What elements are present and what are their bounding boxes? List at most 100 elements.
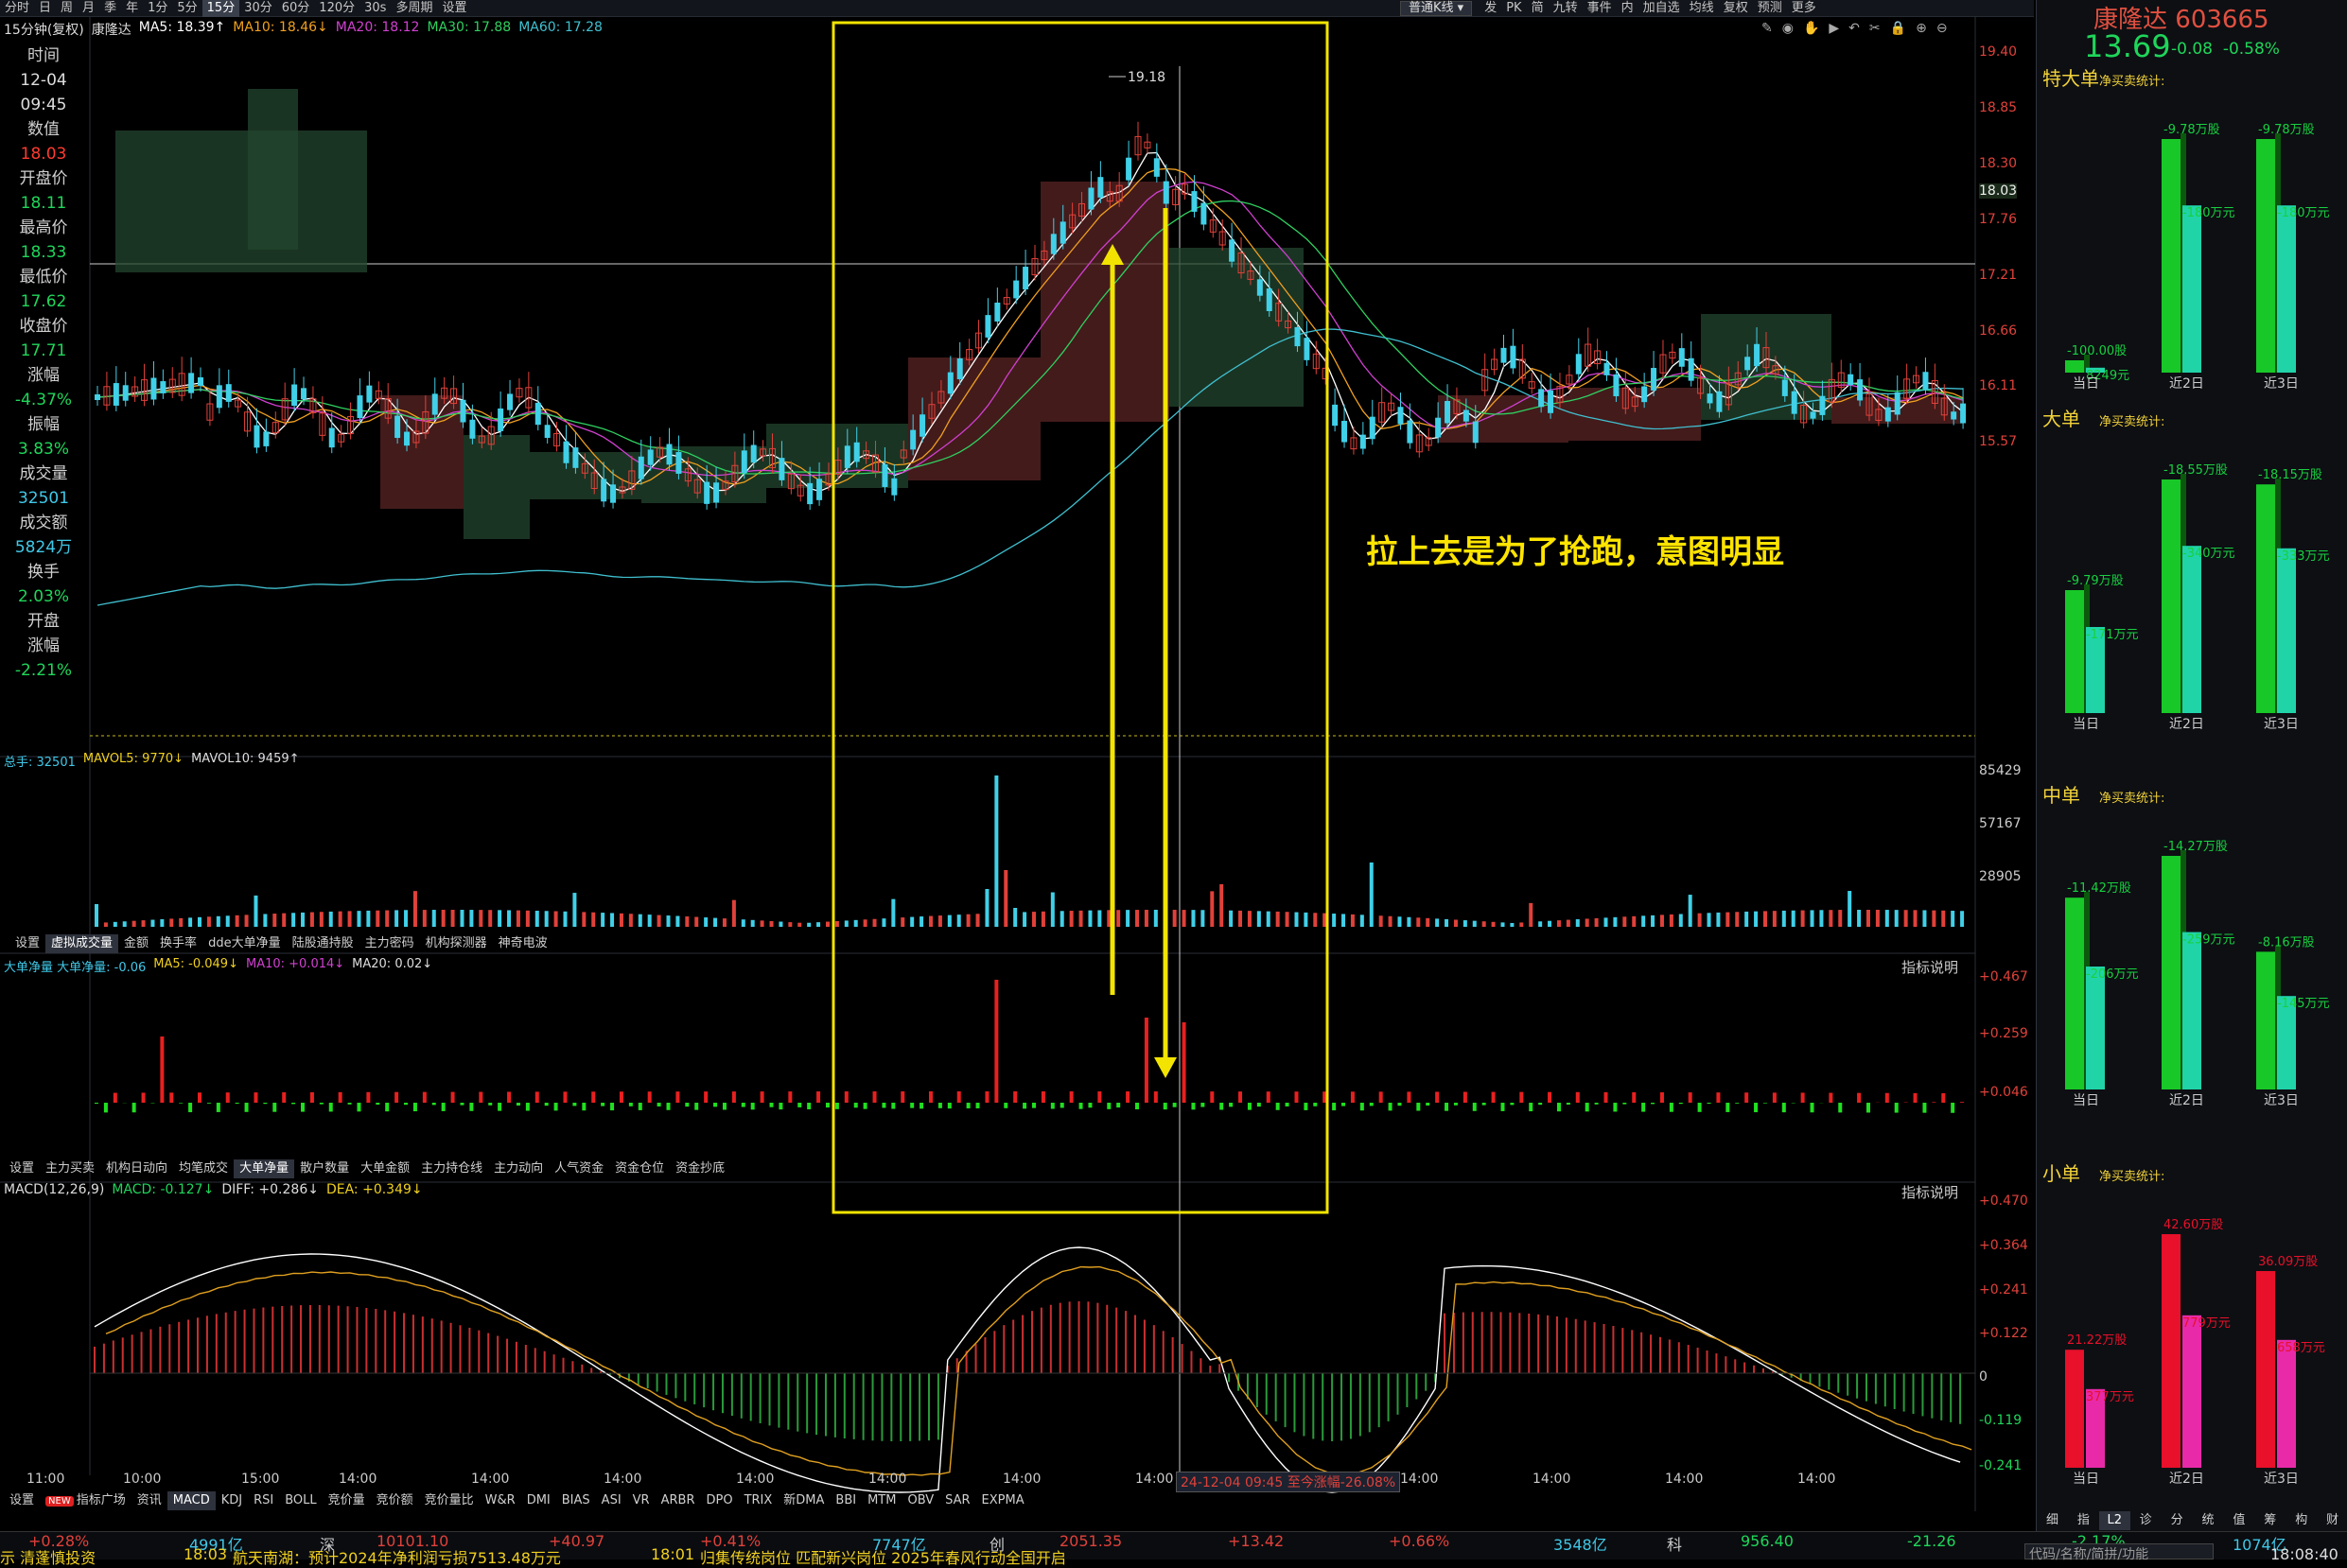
volume-bar <box>582 912 586 927</box>
macd-help-button[interactable]: 指标说明 <box>1901 1182 1958 1202</box>
macd-tab-21[interactable]: OBV <box>902 1491 939 1510</box>
macd-tab-3[interactable]: MACD <box>167 1491 216 1510</box>
macd-tab-22[interactable]: SAR <box>939 1491 975 1510</box>
net-tab-1[interactable]: 主力买卖 <box>40 1159 100 1178</box>
volume-tab-6[interactable]: 主力密码 <box>359 934 420 953</box>
search-input[interactable]: 代码/名称/简拼/功能 <box>2024 1543 2214 1559</box>
net-bar <box>535 1091 539 1103</box>
volume-bar <box>779 922 782 927</box>
candle-body <box>1257 279 1263 295</box>
side-amt-label-1-0: -171万元 <box>2086 628 2139 642</box>
net-tab-3[interactable]: 均笔成交 <box>173 1159 234 1178</box>
net-bar <box>976 1103 980 1108</box>
volume-bar <box>1529 903 1533 927</box>
net-tab-10[interactable]: 资金仓位 <box>609 1159 670 1178</box>
net-tab-11[interactable]: 资金抄底 <box>670 1159 730 1178</box>
volume-tab-7[interactable]: 机构探测器 <box>420 934 493 953</box>
volume-bar <box>469 910 473 927</box>
macd-tab-13[interactable]: ASI <box>596 1491 627 1510</box>
macd-tab-17[interactable]: TRIX <box>739 1491 779 1510</box>
time-label-0: 11:00 <box>26 1472 64 1487</box>
price-tick-1: 18.85 <box>1979 100 2017 115</box>
net-header: 大单净量 大单净量: -0.06 MA5: -0.049↓ MA10: +0.0… <box>4 957 432 975</box>
volume-tab-1[interactable]: 虚拟成交量 <box>45 934 118 953</box>
net-tab-5[interactable]: 散户数量 <box>294 1159 355 1178</box>
macd-tab-20[interactable]: MTM <box>862 1491 902 1510</box>
candle-body <box>1792 392 1797 414</box>
macd-tab-15[interactable]: ARBR <box>656 1491 701 1510</box>
volume-tab-4[interactable]: dde大单净量 <box>202 934 287 953</box>
volume-bar <box>1904 910 1908 927</box>
volume-bar <box>1557 920 1561 927</box>
volume-bar <box>498 910 501 927</box>
net-tab-9[interactable]: 人气资金 <box>549 1159 609 1178</box>
chart-canvas[interactable]: 19.18 <box>0 0 2036 1531</box>
macd-tab-10[interactable]: W&R <box>480 1491 521 1510</box>
volume-bar <box>329 912 333 927</box>
volume-bar <box>554 912 558 927</box>
macd-tab-7[interactable]: 竞价量 <box>323 1491 371 1510</box>
macd-tab-12[interactable]: BIAS <box>556 1491 596 1510</box>
macd-bars-group <box>95 1301 1960 1441</box>
candle-body <box>807 483 813 504</box>
side-tab-7[interactable]: 筹 <box>2254 1511 2286 1530</box>
volume-tab-0[interactable]: 设置 <box>9 934 45 953</box>
volume-bar <box>1866 910 1870 927</box>
net-help-button[interactable]: 指标说明 <box>1901 957 1958 977</box>
side-tab-0[interactable]: 细 <box>2037 1511 2068 1530</box>
macd-tab-8[interactable]: 竞价额 <box>371 1491 419 1510</box>
net-tab-8[interactable]: 主力动向 <box>488 1159 549 1178</box>
net-bar <box>835 1103 839 1109</box>
net-bar <box>873 1091 877 1103</box>
price-tick-6: 16.66 <box>1979 323 2017 339</box>
volume-bar <box>1219 884 1223 927</box>
macd-tab-5[interactable]: RSI <box>248 1491 279 1510</box>
side-tab-9[interactable]: 财 <box>2317 1511 2347 1530</box>
side-tab-1[interactable]: 指 <box>2068 1511 2099 1530</box>
volume-bar <box>920 916 923 927</box>
macd-tab-16[interactable]: DPO <box>700 1491 738 1510</box>
net-bar <box>1370 1103 1374 1106</box>
net-tab-4[interactable]: 大单净量 <box>234 1159 294 1178</box>
net-bar <box>1557 1103 1561 1111</box>
news1-text[interactable]: 航天南湖：预计2024年净利润亏损7513.48万元 <box>233 1545 561 1568</box>
macd-tab-2[interactable]: 资讯 <box>131 1491 167 1510</box>
macd-tab-18[interactable]: 新DMA <box>778 1491 830 1510</box>
net-bar <box>198 1092 201 1103</box>
volume-tab-2[interactable]: 金额 <box>118 934 154 953</box>
net-tab-0[interactable]: 设置 <box>4 1159 40 1178</box>
side-tab-2[interactable]: L2 <box>2099 1511 2130 1530</box>
net-bar <box>254 1092 257 1103</box>
net-bar <box>132 1103 136 1112</box>
side-tab-3[interactable]: 诊 <box>2130 1511 2162 1530</box>
side-tab-5[interactable]: 统 <box>2193 1511 2224 1530</box>
net-bar <box>1004 1103 1007 1108</box>
volume-bar <box>451 910 455 927</box>
side-tab-4[interactable]: 分 <box>2162 1511 2193 1530</box>
volume-bar <box>1079 911 1083 927</box>
macd-tab-19[interactable]: BBI <box>830 1491 862 1510</box>
macd-tab-4[interactable]: KDJ <box>216 1491 248 1510</box>
macd-tab-0[interactable]: 设置 <box>4 1491 40 1510</box>
macd-tab-14[interactable]: VR <box>627 1491 656 1510</box>
side-tab-6[interactable]: 值 <box>2223 1511 2254 1530</box>
volume-bar <box>1885 910 1889 927</box>
net-tab-7[interactable]: 主力持仓线 <box>415 1159 488 1178</box>
zone-4 <box>530 452 641 499</box>
macd-tab-11[interactable]: DMI <box>521 1491 556 1510</box>
news2-text[interactable]: 归集传统岗位 匹配新兴岗位 2025年春风行动全国开启 <box>700 1545 1066 1568</box>
net-bar <box>1397 1103 1401 1106</box>
net-bar <box>1463 1092 1467 1103</box>
side-share-bar-3-0 <box>2065 1350 2084 1468</box>
volume-tab-8[interactable]: 神奇电波 <box>493 934 553 953</box>
volume-tab-5[interactable]: 陆股通持股 <box>287 934 359 953</box>
net-tab-6[interactable]: 大单金额 <box>355 1159 415 1178</box>
macd-tab-6[interactable]: BOLL <box>279 1491 322 1510</box>
macd-tab-23[interactable]: EXPMA <box>976 1491 1030 1510</box>
net-tab-2[interactable]: 机构日动向 <box>100 1159 173 1178</box>
volume-tab-3[interactable]: 换手率 <box>154 934 202 953</box>
macd-tab-9[interactable]: 竞价量比 <box>419 1491 480 1510</box>
side-share-label-0-1: -9.78万股 <box>2163 123 2220 137</box>
side-tab-8[interactable]: 构 <box>2286 1511 2317 1530</box>
